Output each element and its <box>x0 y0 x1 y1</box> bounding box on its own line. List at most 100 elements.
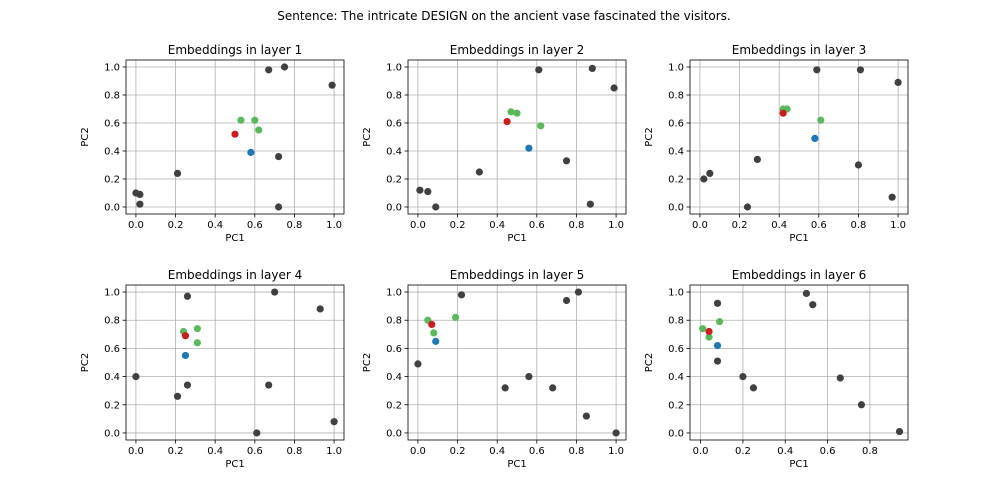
y-tick-label: 0.2 <box>104 175 120 186</box>
point-context <box>316 305 324 313</box>
point-neighbor <box>716 318 724 326</box>
point-neighbor <box>817 116 825 124</box>
subplot-layer-5: 0.0 0.2 0.4 0.6 0.8 1.0 0.0 0.2 0.4 0.6 0.8 1.0 Embe… <box>362 268 627 470</box>
point-target <box>428 320 436 329</box>
y-axis-label: PC2 <box>644 353 655 372</box>
subplot-layer-2: 0.0 0.2 0.4 0.6 0.8 1.0 0.0 0.2 0.4 0.6 0.8 1.0 Embe… <box>362 43 627 244</box>
y-tick-label: 0.4 <box>104 372 120 383</box>
point-context <box>562 157 571 165</box>
point-context <box>265 66 273 74</box>
y-tick-label: 0.2 <box>668 400 684 411</box>
x-tick-label: 0.6 <box>529 220 545 231</box>
point-context <box>895 427 904 436</box>
point-neighbor <box>251 116 259 124</box>
point-query <box>525 144 533 152</box>
point-context <box>132 372 140 381</box>
point-context <box>706 169 714 177</box>
x-tick-label: 1.0 <box>608 446 624 457</box>
y-tick-label: 0.8 <box>668 316 684 327</box>
x-axis-label: PC1 <box>789 459 808 470</box>
axes-frame <box>689 59 909 215</box>
point-target <box>231 130 239 138</box>
x-tick-label: 0.2 <box>732 220 748 231</box>
x-tick-label: 0.2 <box>168 446 184 457</box>
point-context <box>713 299 722 307</box>
x-tick-label: 0.2 <box>450 220 466 231</box>
point-context <box>275 153 283 161</box>
point-context <box>574 288 583 296</box>
point-context <box>894 78 902 86</box>
point-query <box>432 337 440 345</box>
subplot-title: Embeddings in layer 5 <box>450 268 584 282</box>
y-tick-label: 1.0 <box>386 288 402 299</box>
x-tick-label: 0.8 <box>287 220 303 231</box>
y-tick-label: 0.0 <box>104 203 120 214</box>
y-axis-label: PC2 <box>644 127 655 146</box>
point-context <box>424 188 432 196</box>
y-tick-label: 0.8 <box>104 91 120 102</box>
point-context <box>275 203 283 211</box>
point-context <box>432 203 440 211</box>
y-tick-label: 0.6 <box>386 344 402 355</box>
point-target <box>181 332 190 340</box>
point-context <box>501 384 509 392</box>
x-tick-label: 0.0 <box>410 446 426 457</box>
point-context <box>549 384 557 392</box>
x-tick-label: 0.8 <box>569 446 585 457</box>
x-tick-label: 0.8 <box>569 220 585 231</box>
point-context <box>265 381 273 389</box>
point-context <box>173 169 182 177</box>
point-context <box>739 372 747 381</box>
axes-frame <box>407 284 627 441</box>
point-context <box>802 289 811 298</box>
point-context <box>836 374 844 382</box>
x-tick-label: 0.6 <box>247 446 263 457</box>
y-tick-label: 0.0 <box>104 428 120 439</box>
point-target <box>779 109 787 117</box>
x-tick-label: 0.0 <box>128 220 144 231</box>
point-context <box>856 66 865 74</box>
y-tick-label: 0.6 <box>104 344 120 355</box>
point-context <box>610 84 618 92</box>
y-tick-label: 0.2 <box>386 400 402 411</box>
point-context <box>525 372 533 381</box>
x-tick-label: 0.8 <box>287 446 303 457</box>
y-axis-label: PC2 <box>80 353 91 372</box>
point-neighbor <box>705 333 713 341</box>
y-tick-label: 1.0 <box>104 63 120 74</box>
point-context <box>749 384 758 392</box>
x-tick-label: 0.4 <box>771 220 787 231</box>
point-neighbor <box>699 325 707 333</box>
point-neighbor <box>255 126 263 134</box>
x-tick-label: 0.6 <box>820 446 836 457</box>
y-tick-label: 0.6 <box>668 344 684 355</box>
point-context <box>136 190 144 198</box>
x-tick-label: 0.4 <box>207 446 223 457</box>
y-tick-label: 0.0 <box>386 203 402 214</box>
point-context <box>253 429 261 437</box>
axes-frame <box>125 284 345 441</box>
x-tick-label: 0.4 <box>777 446 793 457</box>
x-axis-label: PC1 <box>225 459 244 470</box>
point-context <box>416 186 424 194</box>
y-tick-label: 0.0 <box>386 428 402 439</box>
x-tick-label: 1.0 <box>326 220 342 231</box>
point-context <box>535 66 543 74</box>
point-context <box>888 193 896 201</box>
y-tick-label: 1.0 <box>104 288 120 299</box>
y-tick-label: 0.4 <box>104 147 120 158</box>
point-context <box>713 357 722 365</box>
subplot-title: Embeddings in layer 2 <box>450 43 584 57</box>
y-tick-label: 0.6 <box>668 119 684 130</box>
point-context <box>612 429 620 437</box>
x-tick-label: 0.0 <box>128 446 144 457</box>
point-context <box>857 401 866 409</box>
y-tick-label: 0.4 <box>386 147 402 158</box>
x-tick-label: 1.0 <box>890 220 906 231</box>
point-target <box>705 327 713 336</box>
y-axis-label: PC2 <box>362 353 373 372</box>
point-query <box>811 134 819 142</box>
point-context <box>280 63 289 71</box>
subplot-title: Embeddings in layer 4 <box>168 268 302 282</box>
subplot-layer-3: 0.0 0.2 0.4 0.6 0.8 1.0 0.0 0.2 0.4 0.6 0.8 1.0 Embe… <box>644 43 909 244</box>
